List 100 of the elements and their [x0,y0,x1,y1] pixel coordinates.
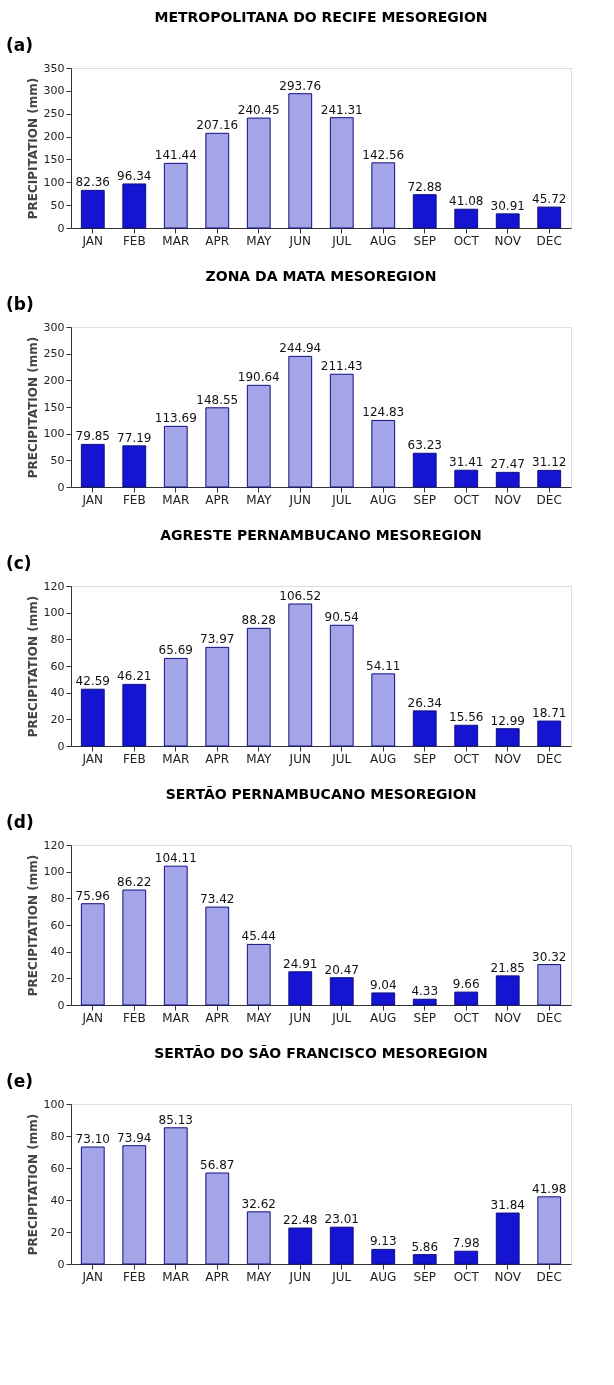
data-label: 142.56 [362,147,405,162]
bar [412,710,437,747]
data-label: 46.21 [117,669,152,684]
bar [454,469,479,488]
x-tick-label: AUG [370,233,397,248]
data-label: 293.76 [279,78,322,93]
bar [537,964,562,1006]
bar [205,407,230,488]
bar [80,688,105,747]
y-tick-label: 0 [57,480,65,494]
y-tick-label: 60 [50,918,65,932]
data-label: 32.62 [241,1196,276,1211]
x-tick-label: DEC [536,233,562,248]
x-tick-label: OCT [453,1010,480,1025]
x-tick-label: JUN [288,1010,311,1025]
bar [205,1172,230,1265]
x-tick-label: JAN [81,492,104,507]
y-tick-label: 100 [43,865,65,879]
x-tick-label: APR [205,1010,230,1025]
y-tick-label: 250 [43,347,65,361]
data-label: 88.28 [241,613,276,628]
y-tick-label: 100 [43,1097,65,1111]
bar [495,975,520,1006]
x-tick-label: MAY [246,1010,272,1025]
y-axis-title: PRECIPITATION (mm) [25,336,40,479]
data-label: 45.44 [241,929,276,944]
data-label: 9.66 [452,977,480,992]
x-tick-label: SEP [413,233,436,248]
bar [329,624,354,747]
chart-title: SERTÃO DO SÃO FRANCISCO MESOREGION [154,1045,488,1061]
y-tick-label: 0 [57,1257,65,1271]
bar [371,419,396,488]
data-label: 41.98 [532,1181,567,1196]
data-label: 90.54 [324,610,359,625]
bar [80,903,105,1006]
y-tick-label: 200 [43,130,65,144]
y-axis-title: PRECIPITATION (mm) [25,854,40,997]
bar [329,373,354,488]
y-tick-label: 300 [43,320,65,334]
bar [288,1227,313,1265]
bar [412,452,437,488]
y-tick-label: 40 [50,945,65,959]
data-label: 106.52 [279,588,322,603]
data-label: 7.98 [452,1236,480,1251]
data-label: 73.97 [200,632,235,647]
data-label: 24.91 [283,956,318,971]
bar [246,384,271,488]
x-tick-label: AUG [370,1269,397,1284]
data-label: 86.22 [117,875,152,890]
text: (d) [6,812,34,832]
bar [163,865,188,1006]
y-axis-title: PRECIPITATION (mm) [25,1113,40,1256]
data-label: 21.85 [490,960,525,975]
bar [495,471,520,488]
x-tick-label: DEC [536,751,562,766]
x-tick-label: FEB [122,1010,146,1025]
chart-title: SERTÃO PERNAMBUCANO MESOREGION [165,786,477,802]
data-label: 244.94 [279,341,322,356]
x-tick-label: OCT [453,751,480,766]
data-label: 77.19 [117,430,152,445]
bar [371,162,396,229]
y-tick-label: 100 [43,606,65,620]
bar [371,1248,396,1265]
bar [122,683,147,747]
data-label: 73.10 [75,1132,110,1147]
data-label: 9.04 [369,977,397,992]
data-label: 27.47 [490,457,525,472]
bar [495,1212,520,1265]
x-tick-label: JAN [81,1010,104,1025]
x-tick-label: AUG [370,1010,397,1025]
x-tick-label: FEB [122,233,146,248]
x-tick-label: JAN [81,233,104,248]
bar [329,117,354,229]
bar [80,189,105,229]
x-tick-label: JUN [288,751,311,766]
y-tick-label: 300 [43,84,65,98]
y-tick-label: 20 [50,1225,65,1239]
y-tick-label: 40 [50,686,65,700]
x-tick-label: MAY [246,492,272,507]
x-tick-label: SEP [413,1010,436,1025]
y-tick-label: 120 [43,838,65,852]
x-tick-label: APR [205,751,230,766]
data-label: 207.16 [196,118,239,133]
x-tick-label: MAR [162,492,190,507]
data-label: 31.41 [449,455,484,470]
bar [163,1127,188,1265]
bar [537,469,562,488]
y-tick-label: 200 [43,373,65,387]
x-tick-label: JAN [81,1269,104,1284]
data-label: 15.56 [449,710,484,725]
data-label: 20.47 [324,962,359,977]
x-tick-label: NOV [494,1269,522,1284]
x-tick-label: JUL [331,1010,352,1025]
data-label: 30.32 [532,949,567,964]
data-label: 9.13 [369,1234,397,1249]
x-tick-label: APR [205,1269,230,1284]
bar [288,603,313,747]
y-tick-label: 20 [50,712,65,726]
x-tick-label: DEC [536,1010,562,1025]
data-label: 141.44 [154,148,197,163]
